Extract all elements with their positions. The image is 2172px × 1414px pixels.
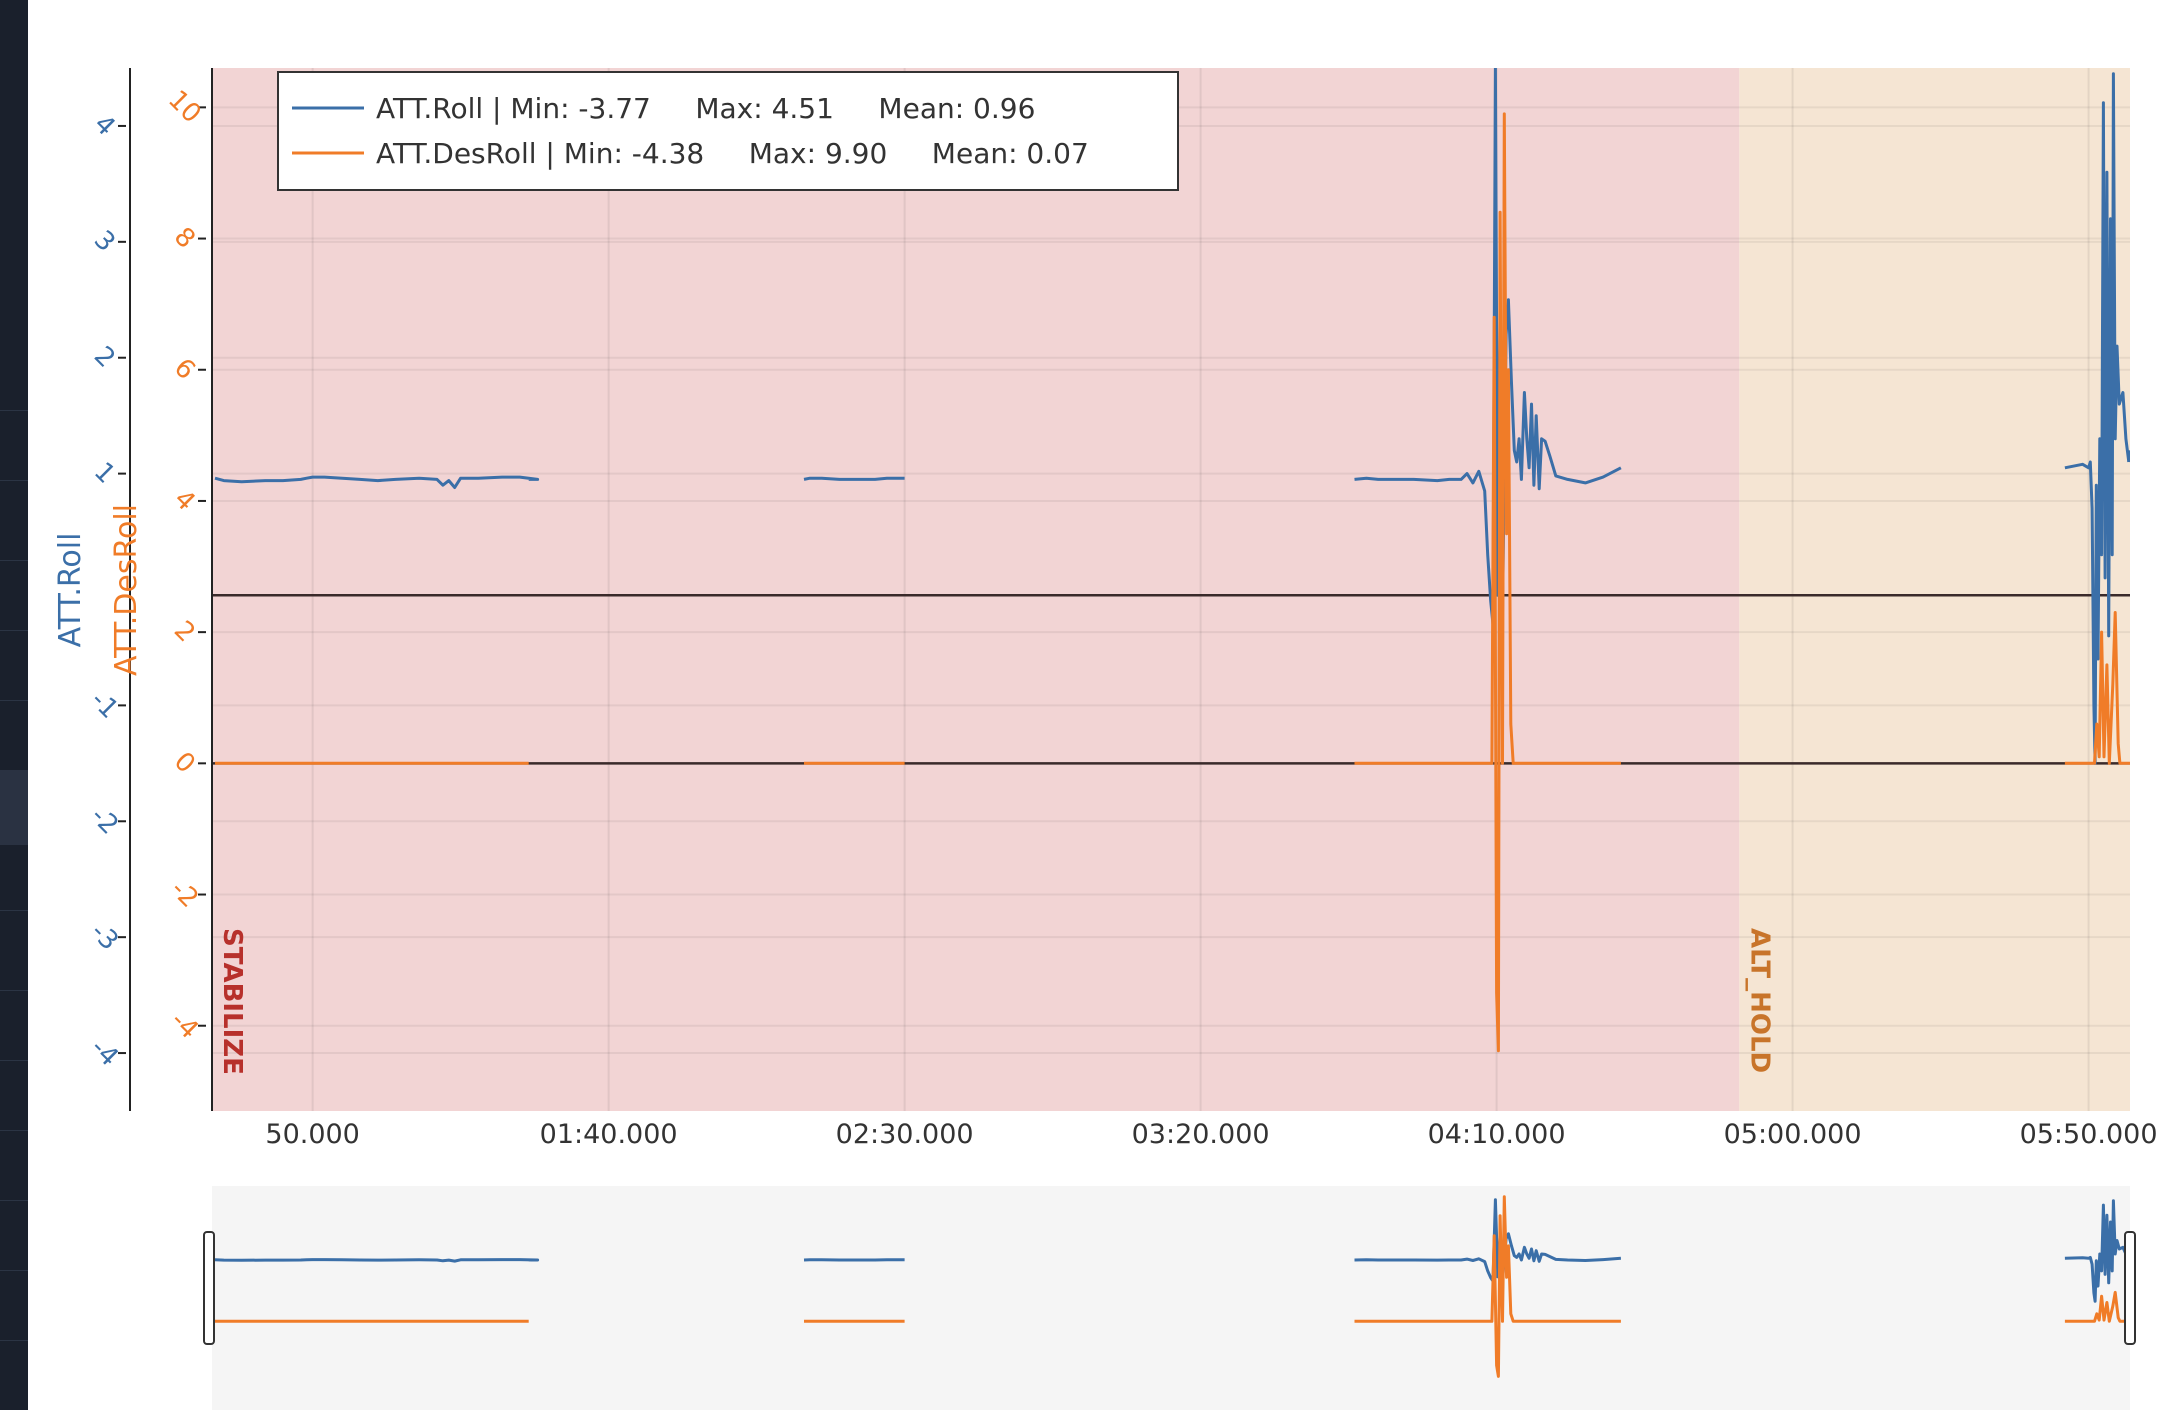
sidebar-divider	[0, 1200, 28, 1201]
sidebar-divider	[0, 560, 28, 561]
y-desroll-tick-label: 6	[168, 353, 201, 386]
y-axis-titles: ATT.Roll ATT.DesRoll	[53, 504, 144, 676]
x-tick-label: 50.000	[265, 1119, 359, 1150]
x-tick-label: 04:10.000	[1428, 1119, 1566, 1150]
legend[interactable]: ATT.Roll | Min: -3.77 Max: 4.51 Mean: 0.…	[278, 72, 1178, 190]
y-roll-tick-label: -4	[85, 1033, 125, 1073]
y-desroll-tick-label: 2	[168, 615, 201, 648]
sidebar-divider	[0, 700, 28, 701]
range-slider-handle-left[interactable]	[204, 1232, 214, 1344]
x-axis-ticks: 50.000 01:40.000 02:30.000 03:20.000 04:10.0…	[265, 1119, 2157, 1150]
x-tick-label: 05:00.000	[1724, 1119, 1862, 1150]
range-slider[interactable]	[204, 1186, 2135, 1410]
mode-band-alt_hold	[1739, 68, 2130, 1111]
sidebar-divider	[0, 480, 28, 481]
legend-entry[interactable]: ATT.DesRoll | Min: -4.38 Max: 9.90 Mean:…	[376, 137, 1089, 170]
sidebar-divider	[0, 1130, 28, 1131]
y-roll-tick-label: 3	[88, 225, 121, 258]
sidebar-divider	[0, 1060, 28, 1061]
sidebar-divider	[0, 1340, 28, 1341]
sidebar-divider	[0, 1270, 28, 1271]
legend-box[interactable]	[278, 72, 1178, 190]
y-desroll-tick-label: -4	[165, 1006, 205, 1046]
range-slider-background	[212, 1186, 2130, 1410]
mode-label-alt_hold: ALT_HOLD	[1744, 928, 1774, 1073]
x-tick-label: 02:30.000	[836, 1119, 974, 1150]
chart: STABILIZE ALT_HOLD 50.000 01:40.000 02:30.0…	[28, 0, 2172, 1410]
range-slider-handle-right[interactable]	[2125, 1232, 2135, 1344]
sidebar-divider	[0, 410, 28, 411]
y-desroll-tick-label: 10	[162, 85, 207, 130]
sidebar-active-item	[0, 770, 28, 845]
series-line-att-roll	[2129, 450, 2130, 462]
y-roll-tick-label: 4	[88, 109, 121, 142]
y-axis-title-desroll: ATT.DesRoll	[109, 504, 144, 676]
x-tick-label: 03:20.000	[1132, 1119, 1270, 1150]
sidebar-divider	[0, 630, 28, 631]
y-roll-tick-label: -3	[85, 917, 125, 957]
mode-label-stabilize: STABILIZE	[217, 928, 247, 1075]
range-slider-line	[215, 1260, 538, 1262]
y-desroll-tick-label: 4	[168, 484, 201, 517]
y-desroll-tick-label: -2	[165, 874, 205, 914]
y-roll-tick-label: -1	[85, 685, 125, 725]
chart-container: STABILIZE ALT_HOLD 50.000 01:40.000 02:30.0…	[28, 0, 2172, 1410]
sidebar-divider	[0, 990, 28, 991]
y-desroll-tick-label: 0	[168, 747, 201, 780]
y-roll-tick-label: 2	[88, 341, 121, 374]
app-sidebar-strip	[0, 0, 28, 1410]
flight-mode-bands	[212, 68, 2130, 1111]
x-tick-label: 05:50.000	[2020, 1119, 2158, 1150]
series-line-att-roll	[804, 478, 905, 479]
legend-entry[interactable]: ATT.Roll | Min: -3.77 Max: 4.51 Mean: 0.…	[376, 92, 1035, 125]
x-tick-label: 01:40.000	[540, 1119, 678, 1150]
y-axis-title-roll: ATT.Roll	[53, 533, 88, 648]
sidebar-divider	[0, 910, 28, 911]
y-axis-desroll-ticks: -4 -2 0 2 4 6 8 10	[162, 85, 207, 1045]
y-desroll-tick-label: 8	[168, 222, 201, 255]
y-roll-tick-label: 1	[88, 457, 121, 490]
y-roll-tick-label: -2	[85, 801, 125, 841]
